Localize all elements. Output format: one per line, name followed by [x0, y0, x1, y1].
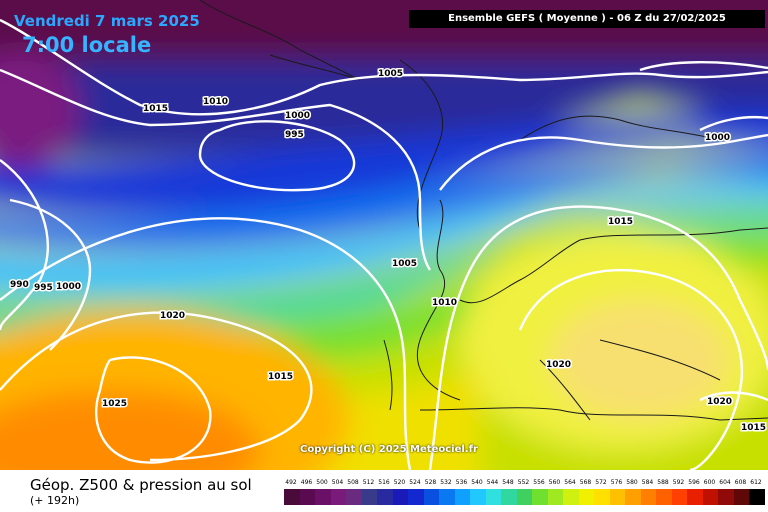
scale-color-cell	[671, 489, 688, 505]
isobar-label: 1020	[160, 311, 185, 321]
scale-color-cell	[299, 489, 316, 505]
scale-tick-label: 540	[471, 479, 483, 486]
scale-color-cell	[640, 489, 657, 505]
isobar-label: 1000	[285, 111, 310, 121]
scale-tick-label: 588	[657, 479, 669, 486]
isobar-label: 1015	[741, 423, 766, 433]
isobar-label: 1020	[546, 360, 571, 370]
isobar-label: 1005	[392, 259, 417, 269]
scale-tick-label: 528	[424, 479, 437, 486]
scale-tick-label: 568	[579, 479, 592, 486]
scale-color-cell	[501, 489, 517, 505]
isobar-label: 1020	[707, 397, 732, 407]
parameter-title: Géop. Z500 & pression au sol	[30, 476, 252, 494]
isobar-label: 995	[285, 130, 304, 140]
isobar-label: 1015	[608, 217, 633, 227]
isobar-label: 1005	[378, 69, 403, 79]
scale-color-cell	[439, 489, 455, 505]
scale-tick-label: 608	[734, 479, 747, 486]
scale-tick-label: 560	[548, 479, 561, 486]
scale-color-cell	[547, 489, 564, 505]
coastlines	[199, 0, 768, 421]
isobar-label: 1000	[56, 282, 81, 292]
scale-color-cell	[361, 489, 378, 505]
scale-tick-label: 548	[502, 479, 514, 486]
scale-color-cell	[687, 489, 703, 505]
scale-tick-label: 580	[626, 479, 638, 486]
scale-tick-label: 556	[533, 479, 545, 486]
scale-tick-label: 544	[486, 479, 499, 486]
scale-color-cell	[609, 489, 626, 505]
isobar-label: 1000	[705, 133, 730, 143]
scale-color-cell	[563, 489, 579, 505]
scale-tick-label: 524	[409, 479, 421, 486]
scale-color-cell	[656, 489, 672, 505]
scale-color-cell	[392, 489, 409, 505]
scale-tick-label: 536	[455, 479, 468, 486]
scale-tick-label: 508	[347, 479, 359, 486]
isobar-label: 1015	[143, 104, 168, 114]
scale-color-cell	[346, 489, 362, 505]
weather-map: 1015 1010 1005 1000 995 1000 1015 1005 1…	[0, 0, 768, 470]
model-run-info: Ensemble GEFS ( Moyenne ) - 06 Z du 27/0…	[409, 10, 765, 28]
scale-tick-label: 504	[331, 479, 344, 486]
isobar-label: 1025	[102, 399, 127, 409]
isobars	[0, 18, 768, 470]
scale-tick-label: 500	[316, 479, 328, 486]
scale-color-cell	[470, 489, 486, 505]
scale-tick-label: 572	[595, 479, 607, 486]
isobar-label: 1010	[432, 298, 457, 308]
scale-tick-label: 576	[610, 479, 623, 486]
scale-color-cell	[718, 489, 734, 505]
scale-tick-label: 592	[672, 479, 685, 486]
scale-tick-label: 552	[517, 479, 530, 486]
scale-color-cell	[594, 489, 610, 505]
scale-tick-label: 596	[688, 479, 700, 486]
scale-tick-label: 604	[719, 479, 731, 486]
forecast-local-time: 7:00 locale	[22, 33, 152, 57]
isobar-label: 1015	[268, 372, 293, 382]
scale-color-cell	[532, 489, 548, 505]
scale-tick-label: 600	[703, 479, 716, 486]
scale-color-cell	[408, 489, 424, 505]
scale-color-cell	[625, 489, 641, 505]
scale-tick-label: 516	[378, 479, 390, 486]
scale-color-cell	[284, 489, 300, 505]
forecast-date: Vendredi 7 mars 2025	[14, 12, 200, 30]
scale-tick-label: 564	[564, 479, 576, 486]
scale-color-cell	[733, 489, 750, 505]
scale-color-cell	[578, 489, 595, 505]
scale-color-cell	[423, 489, 440, 505]
isobar-label: 1010	[203, 97, 228, 107]
isobar-label: 995	[34, 283, 53, 293]
lead-time: (+ 192h)	[30, 494, 80, 507]
scale-tick-label: 612	[750, 479, 762, 486]
scale-color-cell	[377, 489, 393, 505]
scale-color-cell	[315, 489, 331, 505]
scale-color-cell	[749, 489, 765, 505]
scale-color-cell	[516, 489, 533, 505]
scale-tick-label: 520	[393, 479, 406, 486]
scale-color-cell	[702, 489, 719, 505]
scale-tick-label: 584	[641, 479, 654, 486]
scale-color-cell	[330, 489, 347, 505]
isobar-label: 990	[10, 280, 29, 290]
isobar-labels: 1015 1010 1005 1000 995 1000 1015 1005 1…	[9, 68, 768, 435]
scale-tick-label: 496	[300, 479, 313, 486]
scale-color-cell	[454, 489, 471, 505]
copyright-notice: Copyright (C) 2025 Meteociel.fr	[300, 444, 478, 455]
scale-tick-label: 512	[362, 479, 375, 486]
scale-tick-label: 492	[285, 479, 297, 486]
scale-tick-label: 532	[440, 479, 452, 486]
scale-color-cell	[485, 489, 502, 505]
